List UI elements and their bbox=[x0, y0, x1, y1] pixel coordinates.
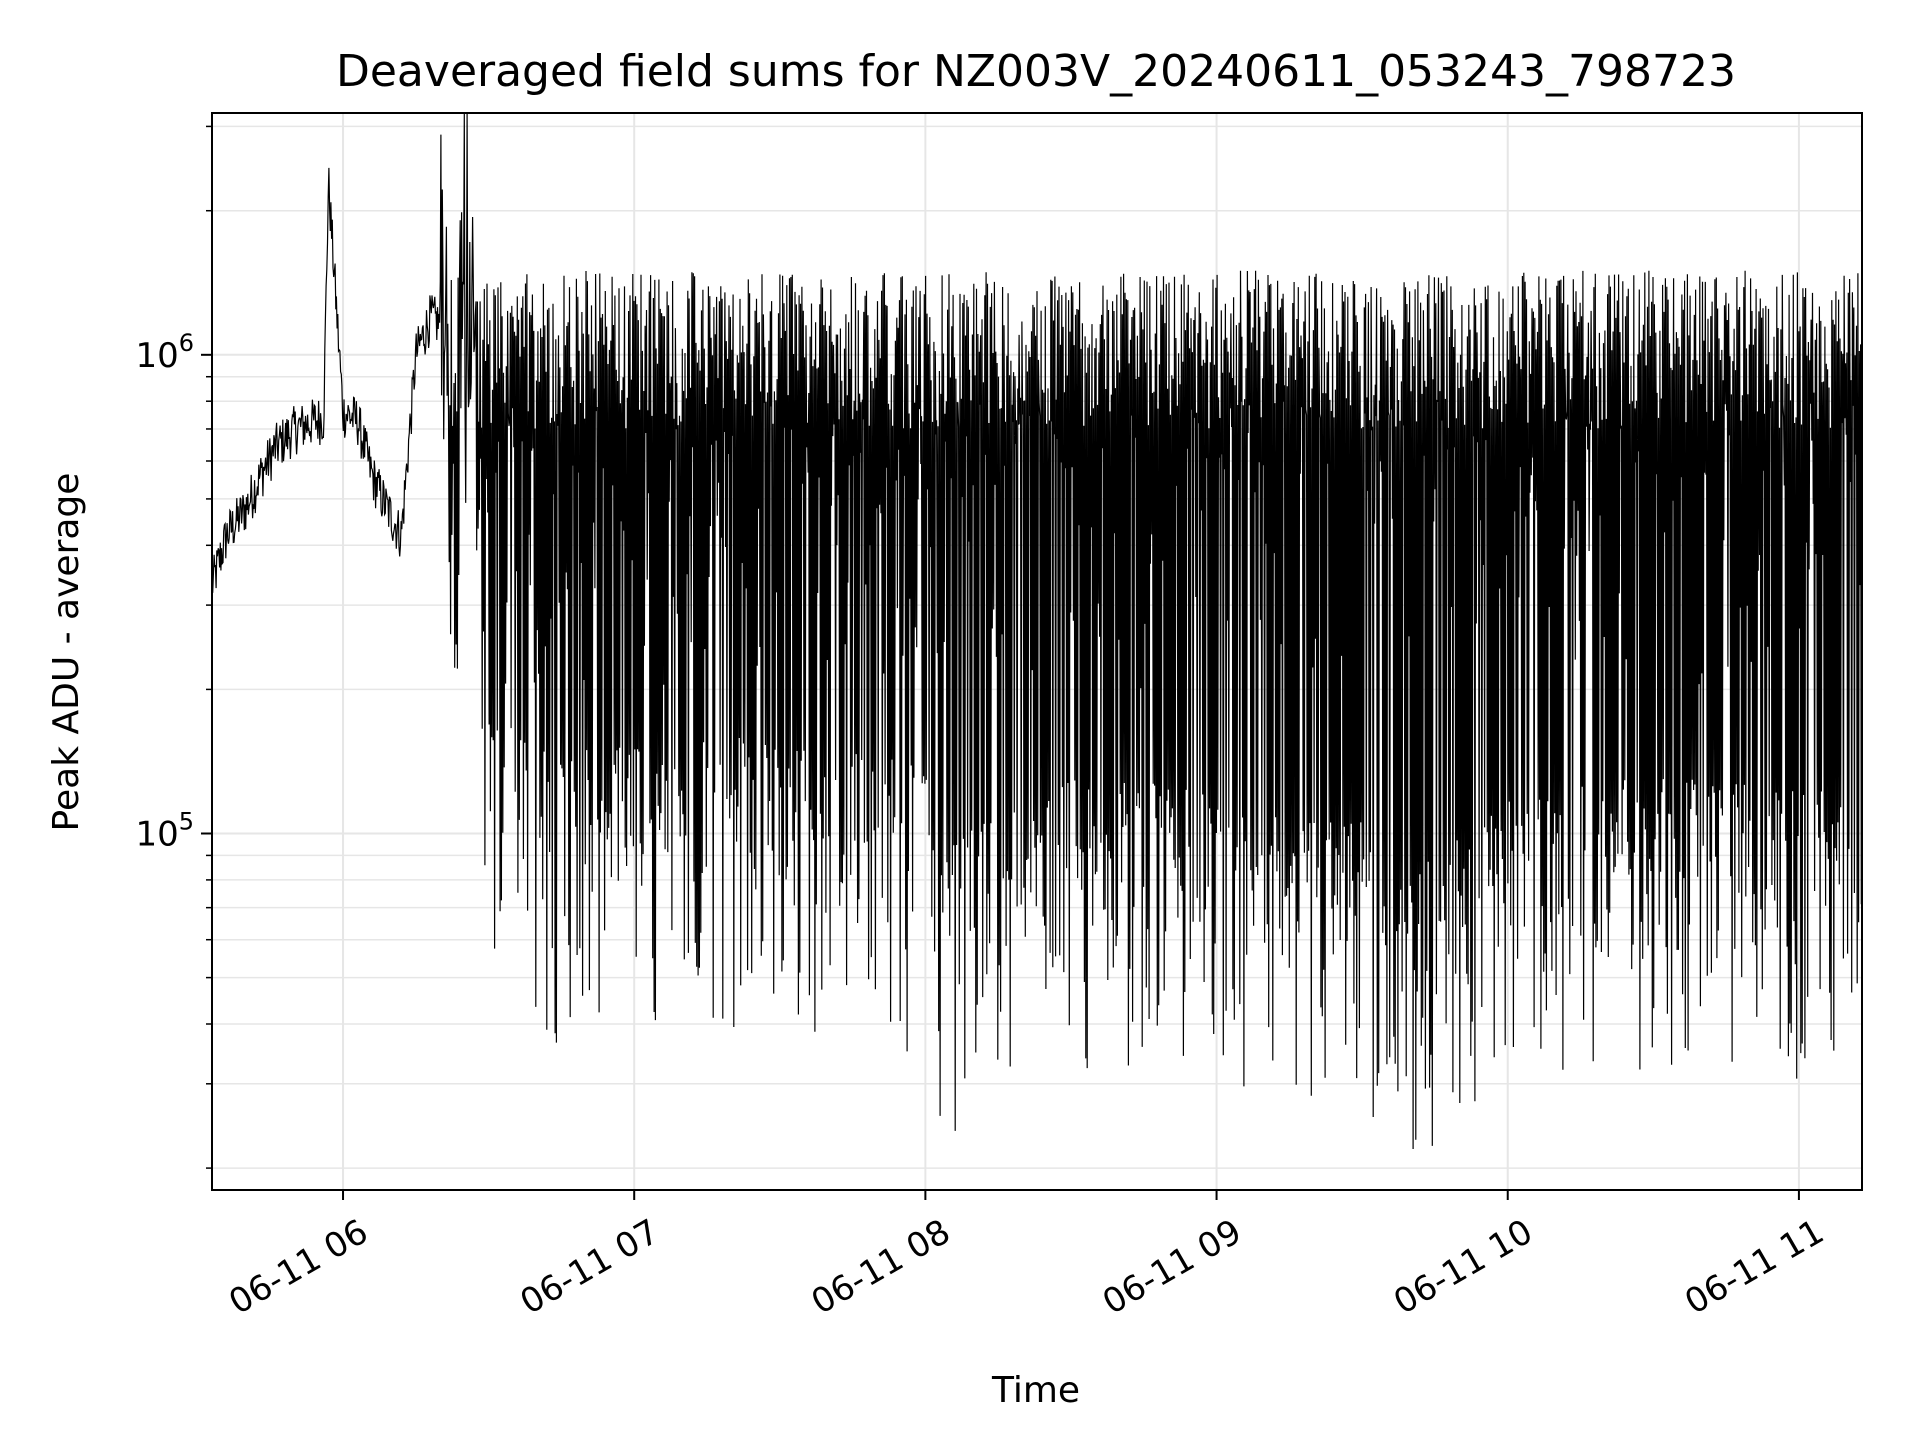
chart-title: Deaveraged field sums for NZ003V_2024061… bbox=[336, 46, 1736, 97]
plot-area-frame bbox=[211, 112, 1863, 1191]
y-tick-label: 105 bbox=[135, 808, 194, 855]
y-tick-base: 10 bbox=[135, 336, 178, 376]
data-series bbox=[211, 112, 1863, 1150]
y-tick-exponent: 5 bbox=[179, 808, 194, 836]
y-tick-exponent: 6 bbox=[179, 329, 194, 357]
y-tick-base: 10 bbox=[135, 815, 178, 855]
y-axis-label: Peak ADU - average bbox=[46, 473, 87, 832]
x-axis-label: Time bbox=[991, 1370, 1080, 1411]
y-tick-label: 106 bbox=[135, 329, 194, 376]
series-line bbox=[211, 112, 1863, 1150]
